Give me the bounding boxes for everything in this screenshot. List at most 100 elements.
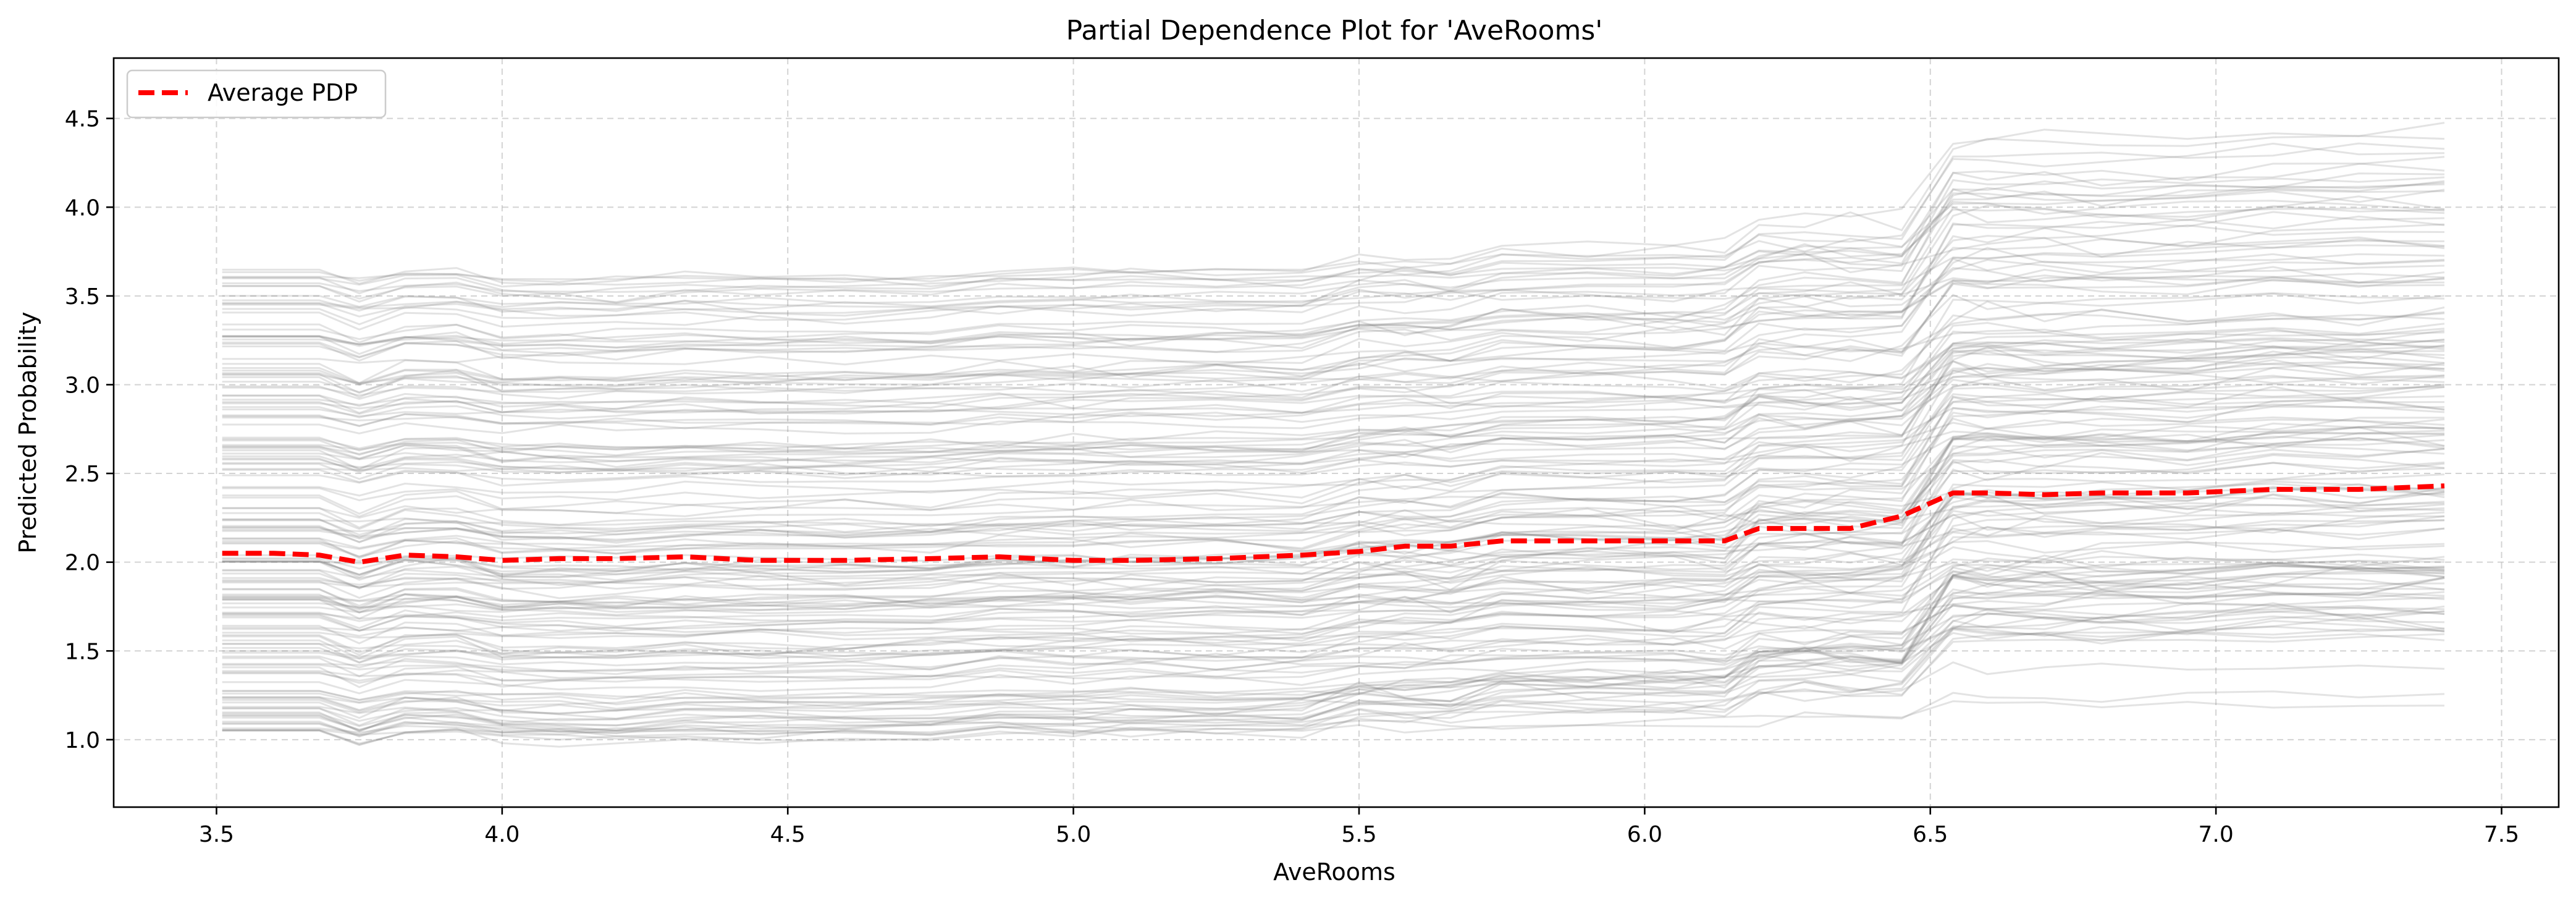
ice-line	[222, 575, 2445, 656]
x-tick-label: 5.0	[1056, 822, 1091, 847]
ice-line	[222, 373, 2445, 426]
ice-line	[222, 399, 2445, 582]
ice-line	[222, 430, 2445, 476]
ice-line	[222, 602, 2445, 706]
x-axis-ticks: 3.5 4.0 4.5 5.0 5.5 6.0 6.5 7.0 7.5	[199, 807, 2519, 847]
ice-line	[222, 273, 2445, 349]
ice-line	[222, 562, 2444, 738]
ice-line	[222, 268, 2445, 346]
y-tick-label: 2.0	[65, 551, 100, 576]
ice-line	[222, 277, 2445, 415]
ice-line	[222, 431, 2445, 550]
legend-label-average-pdp: Average PDP	[208, 79, 358, 106]
ice-line	[222, 211, 2445, 394]
ice-line	[222, 565, 2445, 732]
ice-line	[222, 512, 2445, 677]
ice-line	[222, 494, 2445, 664]
ice-line	[222, 605, 2445, 746]
ice-line	[222, 163, 2445, 318]
ice-line	[222, 350, 2445, 483]
ice-line	[222, 661, 2445, 716]
ice-line	[222, 142, 2445, 303]
ice-line	[222, 596, 2445, 660]
ice-line	[222, 403, 2445, 465]
ice-line	[222, 328, 2445, 460]
ice-line	[222, 582, 2445, 720]
y-tick-label: 3.0	[65, 373, 100, 398]
ice-line	[222, 258, 2445, 386]
y-axis-ticks: 1.0 1.5 2.0 2.5 3.0 3.5 4.0 4.5	[65, 107, 114, 753]
ice-line	[222, 247, 2445, 386]
ice-line	[222, 461, 2445, 611]
ice-line	[222, 189, 2445, 293]
ice-line	[222, 435, 2445, 558]
chart-title: Partial Dependence Plot for 'AveRooms'	[1066, 15, 1603, 46]
ice-line	[222, 265, 2445, 341]
ice-line	[222, 454, 2445, 540]
ice-line	[222, 488, 2445, 659]
ice-line	[222, 591, 2445, 711]
ice-line	[222, 176, 2445, 344]
ice-line	[222, 253, 2445, 358]
ice-line	[222, 625, 2445, 672]
ice-line	[222, 355, 2445, 539]
ice-line	[222, 188, 2445, 313]
x-tick-label: 6.5	[1913, 822, 1948, 847]
y-tick-label: 4.5	[65, 107, 100, 132]
ice-line	[222, 383, 2445, 558]
ice-line	[222, 426, 2445, 609]
ice-line	[222, 338, 2445, 518]
ice-line	[222, 615, 2445, 679]
y-tick-label: 4.0	[65, 195, 100, 221]
ice-line	[222, 577, 2445, 722]
y-tick-label: 2.5	[65, 462, 100, 487]
ice-line	[222, 384, 2445, 559]
ice-line	[222, 236, 2445, 345]
ice-line	[222, 554, 2445, 606]
ice-line	[222, 560, 2445, 669]
ice-line	[222, 566, 2445, 714]
ice-line	[222, 142, 2445, 304]
ice-line	[222, 240, 2445, 414]
ice-line	[222, 480, 2445, 528]
ice-line	[222, 491, 2445, 536]
pdp-layer	[222, 483, 2445, 565]
ice-line	[222, 361, 2445, 473]
ice-line	[222, 200, 2445, 282]
ice-line	[222, 344, 2445, 451]
ice-line	[222, 224, 2445, 349]
ice-line	[222, 462, 2445, 589]
y-axis-label: Predicted Probability	[14, 311, 41, 553]
ice-line	[222, 577, 2445, 635]
ice-line	[222, 632, 2445, 745]
x-tick-label: 7.0	[2199, 822, 2234, 847]
ice-line	[222, 386, 2445, 536]
ice-line	[222, 700, 2445, 738]
ice-line	[222, 207, 2445, 288]
ice-line	[222, 156, 2445, 331]
ice-line	[222, 576, 2445, 683]
y-tick-label: 1.0	[65, 728, 100, 753]
x-tick-label: 3.5	[199, 822, 234, 847]
ice-line	[222, 417, 2445, 541]
ice-line	[222, 376, 2445, 543]
x-tick-label: 5.5	[1341, 822, 1376, 847]
legend-box	[126, 69, 387, 119]
ice-line	[222, 359, 2445, 418]
ice-line	[222, 486, 2445, 629]
ice-line	[222, 447, 2445, 570]
ice-line	[222, 577, 2445, 695]
ice-line	[222, 323, 2445, 462]
ice-line	[222, 205, 2445, 358]
ice-line	[222, 375, 2445, 457]
ice-line	[222, 511, 2445, 590]
ice-line	[222, 279, 2445, 407]
ice-line	[222, 486, 2445, 588]
ice-line	[222, 540, 2445, 590]
ice-line	[222, 300, 2445, 430]
ice-line	[222, 172, 2445, 308]
ice-line	[222, 274, 2445, 311]
y-tick-label: 1.5	[65, 639, 100, 664]
ice-line	[222, 328, 2445, 414]
